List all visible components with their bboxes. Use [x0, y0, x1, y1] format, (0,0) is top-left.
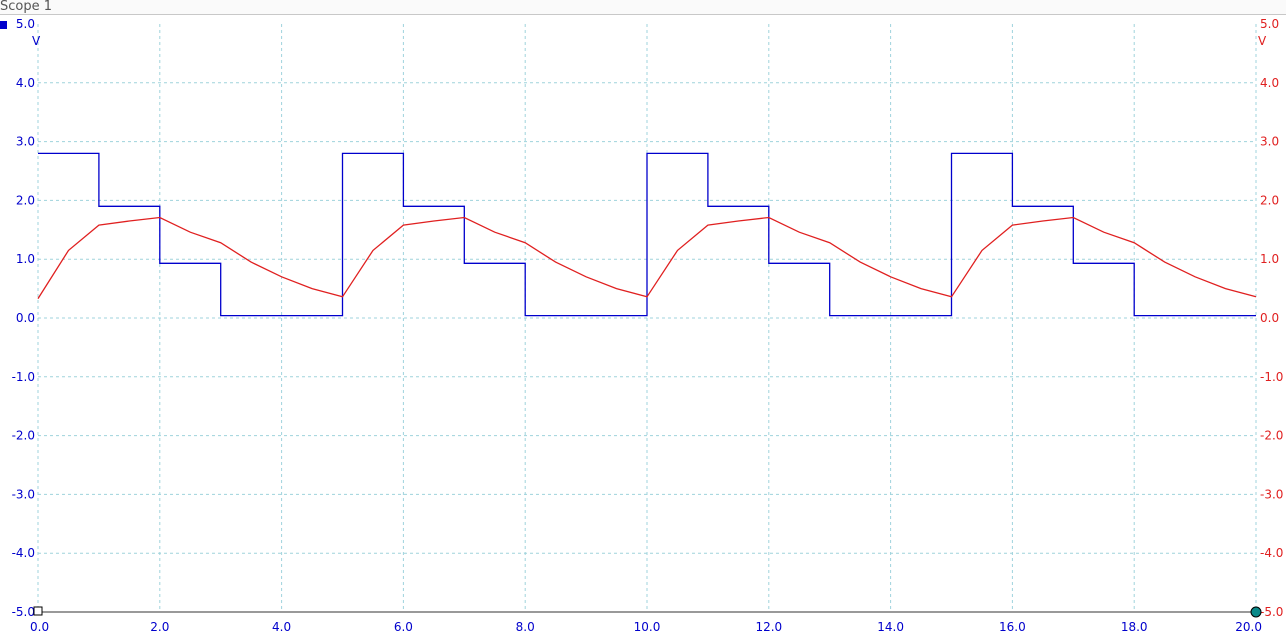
x-tick-label: 20.0	[1235, 620, 1262, 634]
y-tick-label-left: -5.0	[12, 605, 35, 619]
y-tick-label-right: 3.0	[1260, 135, 1279, 149]
y-tick-label-right: 4.0	[1260, 76, 1279, 90]
scope-title: Scope 1	[0, 0, 53, 14]
x-tick-label: 8.0	[516, 620, 535, 634]
x-tick-label: 18.0	[1121, 620, 1148, 634]
x-tick-label: 12.0	[755, 620, 782, 634]
x-tick-label: 4.0	[272, 620, 291, 634]
trigger-marker[interactable]	[33, 606, 43, 616]
grid	[38, 24, 1256, 612]
y-tick-label-right: -4.0	[1260, 546, 1283, 560]
y-tick-label-right: 0.0	[1260, 311, 1279, 325]
y-tick-label-right: -2.0	[1260, 429, 1283, 443]
y-tick-label-left: 2.0	[16, 193, 35, 207]
cursor-handle[interactable]	[1250, 606, 1262, 618]
axes	[37, 24, 1257, 613]
y-tick-label-right: 5.0	[1260, 17, 1279, 31]
x-tick-label: 10.0	[634, 620, 661, 634]
y-unit-label-left: V	[32, 34, 41, 48]
y-tick-label-left: 4.0	[16, 76, 35, 90]
markers	[0, 21, 1262, 618]
x-tick-label: 0.0	[30, 620, 49, 634]
series	[37, 152, 1257, 317]
y-tick-labels-right: 5.0 4.0 3.0 2.0 1.0 0.0 -1.0 -2.0 -3.0 -4.0 -5.0	[1260, 17, 1283, 619]
y-tick-label-left: 3.0	[16, 135, 35, 149]
x-tick-labels: 0.0 2.0 4.0 6.0 8.0 10.0 12.0 14.0 16.0 18.0 20.0	[30, 620, 1262, 634]
y-tick-label-left: 5.0	[16, 17, 35, 31]
y-tick-label-left: 0.0	[16, 311, 35, 325]
x-tick-label: 6.0	[394, 620, 413, 634]
y-tick-label-left: 1.0	[16, 252, 35, 266]
y-tick-label-left: -2.0	[12, 429, 35, 443]
x-tick-label: 16.0	[999, 620, 1026, 634]
channel1-marker[interactable]	[0, 21, 7, 29]
y-tick-label-right: -3.0	[1260, 487, 1283, 501]
y-tick-label-right: -1.0	[1260, 370, 1283, 384]
y-tick-label-right: 1.0	[1260, 252, 1279, 266]
x-tick-label: 2.0	[150, 620, 169, 634]
channel1-trace	[38, 152, 1256, 317]
y-tick-label-left: -3.0	[12, 487, 35, 501]
scope-title-bar: Scope 1	[0, 0, 1286, 15]
channel2-trace	[37, 216, 1257, 299]
y-tick-label-left: -1.0	[12, 370, 35, 384]
y-tick-labels-left: 5.0 4.0 3.0 2.0 1.0 0.0 -1.0 -2.0 -3.0 -4.0 -5.0	[12, 17, 35, 619]
x-tick-label: 14.0	[877, 620, 904, 634]
y-tick-label-right: 2.0	[1260, 193, 1279, 207]
y-unit-label-right: V	[1258, 34, 1267, 48]
y-tick-label-right: -5.0	[1260, 605, 1283, 619]
y-tick-label-left: -4.0	[12, 546, 35, 560]
